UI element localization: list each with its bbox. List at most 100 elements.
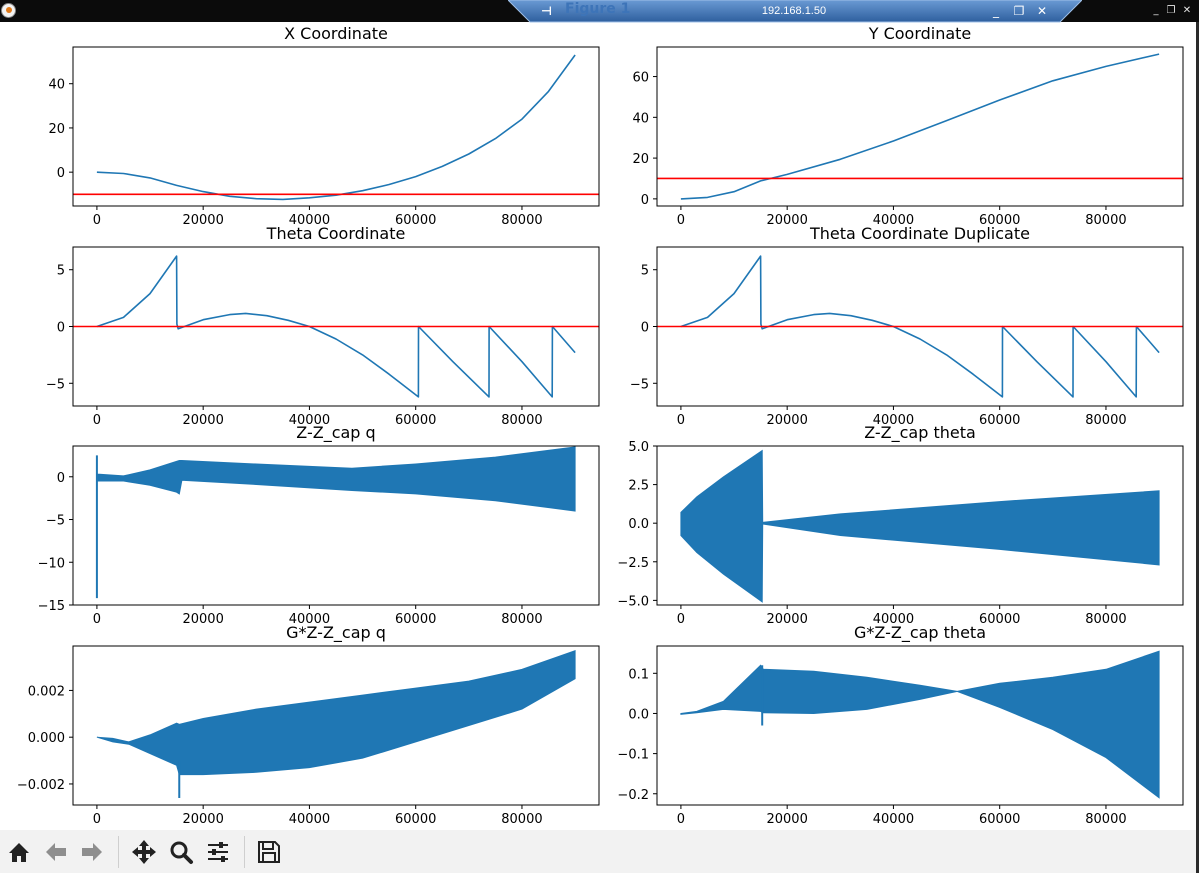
x-tick-label: 40000 xyxy=(289,612,330,627)
x-tick-label: 60000 xyxy=(395,413,436,428)
x-tick-label: 80000 xyxy=(501,612,542,627)
x-tick-label: 60000 xyxy=(979,812,1020,827)
close-button[interactable]: ✕ xyxy=(1182,5,1192,16)
x-tick-label: 60000 xyxy=(979,213,1020,228)
subplot: 0 20000 40000 60000 80000 −15 −10 −5 0 Z-Z_cap q xyxy=(38,423,600,627)
x-tick-label: 0 xyxy=(677,612,685,627)
y-tick-label: 20 xyxy=(632,152,649,167)
zoom-button[interactable] xyxy=(167,838,195,866)
x-tick-label: 80000 xyxy=(501,413,542,428)
subplot: 0 20000 40000 60000 80000 −0.2 −0.1 0.0 0.1 G*Z-Z… xyxy=(617,623,1184,827)
x-tick-label: 20000 xyxy=(182,413,223,428)
remote-host-label: 192.168.1.50 xyxy=(761,5,827,17)
remote-minimize-button[interactable]: _ xyxy=(993,4,999,18)
x-tick-label: 20000 xyxy=(766,213,807,228)
axes-frame xyxy=(72,445,600,606)
x-tick-label: 60000 xyxy=(395,213,436,228)
x-tick-label: 20000 xyxy=(182,812,223,827)
plot-area xyxy=(680,650,1160,799)
y-tick-label: 40 xyxy=(632,111,649,126)
y-tick-label: 60 xyxy=(632,71,649,86)
x-tick-label: 40000 xyxy=(873,612,914,627)
x-tick-label: 60000 xyxy=(395,812,436,827)
forward-button[interactable] xyxy=(78,838,106,866)
x-tick-label: 60000 xyxy=(979,413,1020,428)
x-tick-label: 60000 xyxy=(979,612,1020,627)
x-tick-label: 20000 xyxy=(766,612,807,627)
series-band xyxy=(96,446,576,512)
navigation-toolbar xyxy=(0,830,1199,873)
plot-area xyxy=(657,53,1183,200)
chart-title: Y Coordinate xyxy=(868,24,972,43)
chart-title: Theta Coordinate xyxy=(266,224,406,243)
y-tick-label: 0.0 xyxy=(628,517,649,532)
x-tick-label: 80000 xyxy=(1085,213,1126,228)
configure-subplots-button[interactable] xyxy=(204,838,232,866)
series-band xyxy=(96,649,576,776)
y-tick-label: −5 xyxy=(630,377,649,392)
home-button[interactable] xyxy=(5,838,33,866)
series-line xyxy=(680,53,1160,200)
save-button[interactable] xyxy=(255,838,283,866)
toolbar-separator xyxy=(244,836,245,868)
restore-button[interactable]: ❐ xyxy=(1166,5,1176,16)
plot-area xyxy=(657,255,1183,398)
window-border xyxy=(1196,22,1199,873)
x-tick-label: 80000 xyxy=(1085,413,1126,428)
subplot: 0 20000 40000 60000 80000 −0.002 0.000 0.002 G*Z… xyxy=(17,623,600,827)
y-tick-label: −15 xyxy=(38,599,65,614)
move-icon xyxy=(132,840,156,864)
back-button[interactable] xyxy=(42,838,70,866)
y-tick-label: −5 xyxy=(46,514,65,529)
series-band xyxy=(680,449,1160,603)
plot-area xyxy=(73,54,599,201)
y-tick-label: −0.1 xyxy=(617,748,649,763)
window-titlebar: Figure 1 ⊣ 192.168.1.50 _ ❐ ✕ _ ❐ ✕ xyxy=(0,0,1199,23)
y-tick-label: −2.5 xyxy=(617,556,649,571)
y-tick-label: 0.1 xyxy=(628,667,649,682)
y-tick-label: 0 xyxy=(57,321,65,336)
y-tick-label: 0 xyxy=(641,321,649,336)
plot-area xyxy=(680,449,1160,603)
arrow-left-icon xyxy=(46,843,66,861)
x-tick-label: 0 xyxy=(93,213,101,228)
series-line xyxy=(96,255,576,398)
subplot: 0 20000 40000 60000 80000 0 20 40 X Coordinate xyxy=(48,24,600,228)
y-tick-label: 40 xyxy=(48,78,65,93)
remote-close-button[interactable]: ✕ xyxy=(1036,4,1048,18)
y-tick-label: 20 xyxy=(48,122,65,137)
y-tick-label: −5 xyxy=(46,377,65,392)
axes-frame xyxy=(72,46,600,207)
x-tick-label: 0 xyxy=(677,213,685,228)
x-tick-label: 0 xyxy=(93,812,101,827)
axes-frame xyxy=(656,645,1184,806)
series-line xyxy=(96,54,576,201)
subplot: 0 20000 40000 60000 80000 −5 0 5 Theta Coordinat… xyxy=(46,224,600,428)
x-tick-label: 20000 xyxy=(766,413,807,428)
arrow-right-icon xyxy=(82,843,102,861)
y-tick-label: 0.002 xyxy=(28,684,65,699)
subplot: 0 20000 40000 60000 80000 0 20 40 60 Y Coordinate xyxy=(632,24,1184,228)
remote-session-bar xyxy=(508,0,1082,26)
subplot: 0 20000 40000 60000 80000 −5 0 5 Theta Coordinat… xyxy=(630,224,1184,428)
remote-restore-button[interactable]: ❐ xyxy=(1013,4,1025,18)
pin-icon[interactable]: ⊣ xyxy=(541,4,552,18)
sliders-icon xyxy=(208,842,228,862)
magnifier-icon xyxy=(170,841,193,864)
x-tick-label: 0 xyxy=(93,413,101,428)
y-tick-label: 0 xyxy=(57,166,65,181)
chart-title: Z-Z_cap theta xyxy=(864,423,976,443)
chart-title: G*Z-Z_cap theta xyxy=(854,623,986,643)
x-tick-label: 60000 xyxy=(395,612,436,627)
y-tick-label: −10 xyxy=(38,556,65,571)
minimize-button[interactable]: _ xyxy=(1153,5,1159,16)
x-tick-label: 0 xyxy=(677,812,685,827)
pan-button[interactable] xyxy=(130,838,158,866)
y-tick-label: 0 xyxy=(57,471,65,486)
plot-area xyxy=(95,446,576,599)
x-tick-label: 80000 xyxy=(501,213,542,228)
y-tick-label: −5.0 xyxy=(617,594,649,609)
floppy-disk-icon xyxy=(258,841,280,863)
chart-title: Z-Z_cap q xyxy=(296,423,375,443)
